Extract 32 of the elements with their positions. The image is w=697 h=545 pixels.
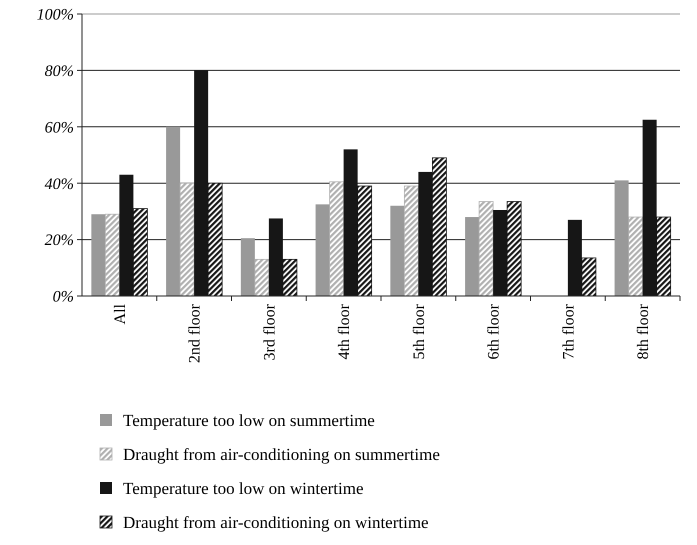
bar	[390, 206, 404, 296]
y-tick-label: 100%	[36, 6, 74, 24]
x-tick-label: 7th floor	[560, 303, 578, 360]
y-tick-label: 40%	[44, 176, 74, 193]
bar	[180, 182, 195, 296]
bar	[166, 126, 180, 296]
x-tick-label: 8th floor	[635, 303, 652, 360]
legend-label: Temperature too low on summertime	[123, 410, 375, 430]
bar	[465, 217, 480, 296]
x-tick-label: 6th floor	[486, 303, 503, 360]
bar	[404, 186, 419, 296]
bar	[254, 258, 270, 296]
bar	[329, 181, 344, 296]
bar	[104, 214, 120, 296]
bar	[478, 201, 494, 296]
y-tick-label: 0%	[52, 288, 74, 306]
x-tick-label: 4th floor	[336, 303, 354, 360]
bar	[614, 180, 629, 296]
y-tick-label: 60%	[44, 119, 74, 136]
x-tick-label: 2nd floor	[186, 303, 204, 364]
x-tick-label: 5th floor	[410, 303, 428, 360]
bar	[240, 238, 255, 296]
legend-label: Draught from air-conditioning on summertime	[123, 444, 440, 464]
bar	[628, 216, 644, 296]
bar	[316, 204, 330, 296]
x-tick-label: 3rd floor	[261, 303, 278, 360]
legend-label: Temperature too low on wintertime	[123, 478, 364, 498]
bar	[91, 214, 106, 296]
y-tick-label: 80%	[44, 63, 74, 80]
x-tick-label: All	[112, 303, 129, 324]
legend-label: Draught from air-conditioning on wintertime	[123, 512, 429, 532]
y-tick-label: 20%	[44, 232, 74, 250]
